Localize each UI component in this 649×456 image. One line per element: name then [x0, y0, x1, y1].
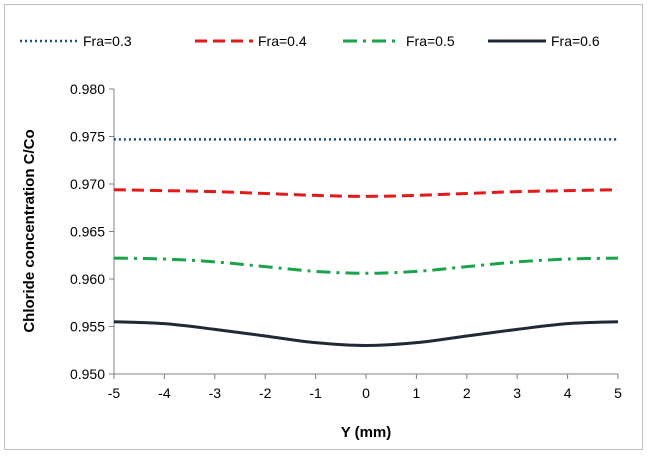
x-tick-label: -3: [209, 385, 222, 401]
legend-label: Fra=0.4: [258, 33, 307, 49]
x-tick-label: 0: [362, 385, 370, 401]
y-axis-ticks: 0.950 0.955 0.960 0.965 0.970 0.975 0.980: [70, 81, 114, 382]
legend-label: Fra=0.5: [406, 33, 455, 49]
legend: Fra=0.3 Fra=0.4 Fra=0.5 Fra=0.6: [20, 33, 600, 49]
x-tick-label: 5: [614, 385, 622, 401]
x-tick-label: -5: [108, 385, 121, 401]
chart-frame: [4, 4, 643, 450]
y-tick-label: 0.960: [70, 271, 105, 287]
y-tick-label: 0.975: [70, 129, 105, 145]
y-tick-label: 0.965: [70, 224, 105, 240]
x-tick-label: 1: [413, 385, 421, 401]
y-axis-title: Chloride concentration C/Co: [21, 129, 38, 332]
x-tick-label: 2: [463, 385, 471, 401]
legend-label: Fra=0.6: [551, 33, 600, 49]
x-tick-label: -1: [309, 385, 322, 401]
y-tick-label: 0.950: [70, 366, 105, 382]
x-tick-label: 3: [513, 385, 521, 401]
y-tick-label: 0.980: [70, 81, 105, 97]
x-tick-label: -2: [259, 385, 272, 401]
legend-label: Fra=0.3: [83, 33, 132, 49]
series-line-fra-0-5: [113, 256, 619, 275]
series-line-fra-0-4: [113, 188, 619, 198]
y-tick-label: 0.970: [70, 176, 105, 192]
y-tick-label: 0.955: [70, 319, 105, 335]
x-tick-label: 4: [564, 385, 572, 401]
series-line-fra-0-6: [113, 320, 619, 348]
x-tick-label: -4: [158, 385, 171, 401]
plot-area: [113, 89, 619, 375]
x-axis-ticks: -5 -4 -3 -2 -1 0 1 2 3 4 5: [108, 374, 622, 401]
x-axis-title: Y (mm): [341, 424, 392, 441]
